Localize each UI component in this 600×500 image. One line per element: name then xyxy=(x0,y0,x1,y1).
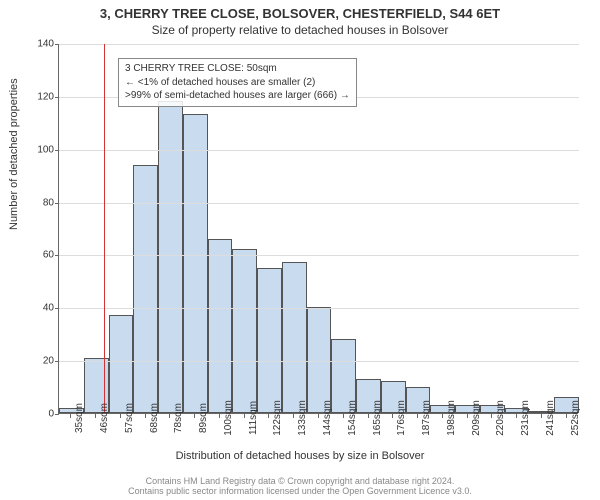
histogram-bar xyxy=(257,268,282,413)
x-tick-mark xyxy=(120,414,121,418)
x-tick-label: 133sqm xyxy=(297,400,308,436)
x-tick-mark xyxy=(392,414,393,418)
x-tick-mark xyxy=(343,414,344,418)
x-tick-mark xyxy=(194,414,195,418)
histogram-bar xyxy=(232,249,257,413)
footer-line-1: Contains HM Land Registry data © Crown c… xyxy=(0,476,600,486)
y-tick-label: 120 xyxy=(28,91,54,102)
histogram-bar xyxy=(183,114,208,413)
x-tick-label: 187sqm xyxy=(421,400,432,436)
chart-container: 3, CHERRY TREE CLOSE, BOLSOVER, CHESTERF… xyxy=(0,0,600,500)
annotation-box: 3 CHERRY TREE CLOSE: 50sqm ← <1% of deta… xyxy=(118,58,357,107)
x-tick-mark xyxy=(467,414,468,418)
chart-area: 3 CHERRY TREE CLOSE: 50sqm ← <1% of deta… xyxy=(58,44,578,414)
x-tick-mark xyxy=(219,414,220,418)
x-tick-mark xyxy=(318,414,319,418)
y-tick-mark xyxy=(55,203,59,204)
gridline xyxy=(59,150,579,151)
x-tick-label: 78sqm xyxy=(173,403,184,433)
x-tick-mark xyxy=(417,414,418,418)
histogram-bar xyxy=(158,101,183,413)
x-tick-label: 154sqm xyxy=(347,400,358,436)
y-tick-mark xyxy=(55,361,59,362)
x-tick-mark xyxy=(169,414,170,418)
y-tick-mark xyxy=(55,414,59,415)
x-tick-label: 35sqm xyxy=(74,403,85,433)
x-tick-label: 46sqm xyxy=(99,403,110,433)
y-axis-label: Number of detached properties xyxy=(8,78,20,230)
y-tick-mark xyxy=(55,97,59,98)
x-tick-label: 209sqm xyxy=(471,400,482,436)
x-tick-mark xyxy=(516,414,517,418)
x-axis-label: Distribution of detached houses by size … xyxy=(0,450,600,462)
x-tick-mark xyxy=(95,414,96,418)
page-subtitle: Size of property relative to detached ho… xyxy=(0,21,600,37)
x-tick-mark xyxy=(541,414,542,418)
x-tick-label: 252sqm xyxy=(570,400,581,436)
footer-text: Contains HM Land Registry data © Crown c… xyxy=(0,476,600,496)
x-tick-mark xyxy=(566,414,567,418)
annotation-line-3: >99% of semi-detached houses are larger … xyxy=(125,89,350,103)
x-tick-mark xyxy=(368,414,369,418)
gridline xyxy=(59,361,579,362)
histogram-bar xyxy=(307,307,332,413)
y-tick-label: 40 xyxy=(28,303,54,314)
gridline xyxy=(59,308,579,309)
y-tick-label: 60 xyxy=(28,250,54,261)
gridline xyxy=(59,255,579,256)
x-tick-label: 100sqm xyxy=(223,400,234,436)
x-tick-label: 111sqm xyxy=(248,401,259,435)
y-tick-mark xyxy=(55,150,59,151)
x-tick-mark xyxy=(70,414,71,418)
y-tick-label: 80 xyxy=(28,197,54,208)
x-tick-mark xyxy=(442,414,443,418)
y-tick-mark xyxy=(55,255,59,256)
y-tick-mark xyxy=(55,308,59,309)
x-tick-label: 165sqm xyxy=(372,400,383,436)
y-tick-label: 0 xyxy=(28,409,54,420)
y-tick-mark xyxy=(55,44,59,45)
x-tick-mark xyxy=(293,414,294,418)
marker-line xyxy=(104,44,105,413)
x-tick-mark xyxy=(145,414,146,418)
histogram-bar xyxy=(109,315,134,413)
y-tick-label: 140 xyxy=(28,39,54,50)
x-tick-label: 198sqm xyxy=(446,400,457,436)
y-tick-label: 20 xyxy=(28,356,54,367)
gridline xyxy=(59,44,579,45)
page-title: 3, CHERRY TREE CLOSE, BOLSOVER, CHESTERF… xyxy=(0,0,600,21)
x-tick-mark xyxy=(244,414,245,418)
x-tick-label: 68sqm xyxy=(149,403,160,433)
y-tick-label: 100 xyxy=(28,144,54,155)
x-tick-mark xyxy=(491,414,492,418)
x-tick-mark xyxy=(268,414,269,418)
histogram-bar xyxy=(282,262,307,413)
x-tick-label: 231sqm xyxy=(520,400,531,436)
gridline xyxy=(59,203,579,204)
x-tick-label: 176sqm xyxy=(396,400,407,436)
annotation-line-2: ← <1% of detached houses are smaller (2) xyxy=(125,76,350,90)
x-tick-label: 220sqm xyxy=(495,400,506,436)
x-tick-label: 241sqm xyxy=(545,400,556,436)
histogram-bar xyxy=(208,239,233,413)
footer-line-2: Contains public sector information licen… xyxy=(0,486,600,496)
x-tick-label: 144sqm xyxy=(322,400,333,436)
x-tick-label: 122sqm xyxy=(272,400,283,436)
annotation-line-1: 3 CHERRY TREE CLOSE: 50sqm xyxy=(125,62,350,76)
x-tick-label: 57sqm xyxy=(124,403,135,433)
x-tick-label: 89sqm xyxy=(198,403,209,433)
